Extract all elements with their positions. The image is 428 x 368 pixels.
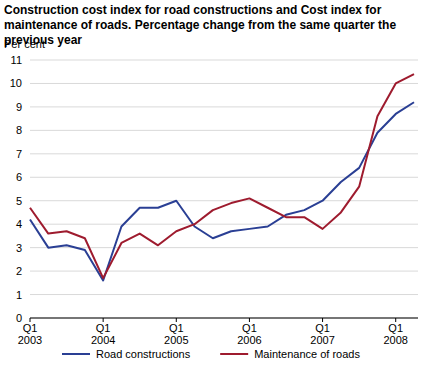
x-axis: [30, 318, 418, 319]
y-tick-label: 5: [16, 195, 22, 207]
y-tick-label: 8: [16, 124, 22, 136]
x-tick-label: Q12003: [18, 322, 42, 346]
legend-label: Maintenance of roads: [254, 348, 360, 360]
grid-line: [30, 318, 418, 319]
line-series: [30, 74, 414, 278]
y-tick-label: 10: [10, 77, 22, 89]
grid-line: [30, 153, 418, 154]
grid-line: [30, 177, 418, 178]
legend-swatch: [62, 353, 90, 355]
x-tick-label: Q12004: [91, 322, 115, 346]
y-tick-label: 6: [16, 171, 22, 183]
grid-line: [30, 130, 418, 131]
y-tick-label: 11: [11, 54, 22, 66]
grid-line: [30, 271, 418, 272]
y-axis-label: Per cent: [4, 38, 45, 50]
grid-line: [30, 294, 418, 295]
x-tick-label: Q12007: [310, 322, 334, 346]
grid-line: [30, 200, 418, 201]
grid-line: [30, 83, 418, 84]
legend-swatch: [220, 353, 248, 355]
y-tick-label: 7: [16, 148, 22, 160]
y-tick-label: 2: [16, 265, 22, 277]
y-tick-label: 1: [16, 289, 22, 301]
y-tick-label: 0: [16, 312, 22, 324]
x-tick-label: Q12006: [237, 322, 261, 346]
y-tick-label: 9: [16, 101, 22, 113]
plot-area: [30, 74, 414, 280]
y-tick-label: 3: [16, 242, 22, 254]
grid-line: [30, 224, 418, 225]
title: Construction cost index for road constru…: [4, 3, 396, 47]
grid-line: [30, 60, 418, 61]
grid-line: [30, 106, 418, 107]
x-tick-label: Q12008: [383, 322, 407, 346]
legend-label: Road constructions: [96, 348, 191, 360]
chart: Construction cost index for road constru…: [0, 0, 428, 368]
y-tick-label: 4: [16, 218, 22, 230]
x-tick-label: Q12005: [164, 322, 188, 346]
